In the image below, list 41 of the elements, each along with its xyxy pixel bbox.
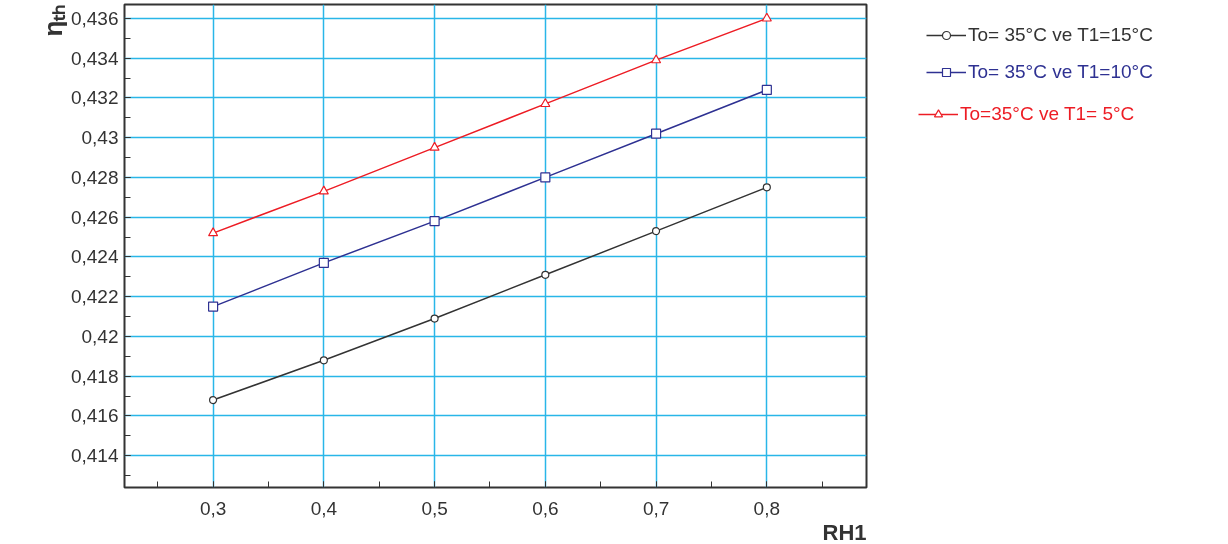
y-tick-label: 0,424 — [70, 246, 119, 268]
point — [318, 257, 329, 268]
y-tick-label: 0,416 — [70, 405, 119, 427]
y-tick-label: 0,426 — [70, 206, 119, 228]
x-tick-label: 0,3 — [199, 497, 227, 519]
point — [651, 227, 661, 236]
y-tick-label: 0,432 — [70, 87, 119, 109]
point — [540, 172, 551, 183]
x-tick-label: 0,4 — [310, 497, 338, 519]
legend-label: To= 35°C ve T1=10°C — [968, 61, 1153, 83]
y-tick-label: 0,42 — [81, 325, 119, 347]
y-tick-label: 0,434 — [70, 47, 119, 69]
point — [540, 98, 551, 108]
point — [541, 270, 550, 279]
point — [430, 314, 439, 323]
legend-label: To= 35°C ve T1=15°C — [968, 24, 1153, 46]
point — [762, 183, 771, 192]
legend-label: To=35°C ve T1= 5°C — [960, 103, 1135, 125]
point — [318, 185, 329, 195]
y-tick-label: 0,418 — [70, 365, 119, 387]
y-axis-title: ηₜₕ — [37, 4, 68, 37]
point — [650, 54, 662, 64]
point — [429, 141, 440, 151]
point — [761, 84, 772, 96]
y-tick-label: 0,414 — [70, 445, 119, 467]
y-tick-label: 0,436 — [70, 7, 119, 29]
x-tick-label: 0,8 — [753, 497, 781, 519]
point — [208, 227, 219, 237]
point — [429, 216, 440, 227]
y-tick-label: 0,428 — [70, 166, 119, 188]
point — [650, 128, 662, 139]
x-axis-title: RH1 — [822, 519, 867, 544]
point — [209, 395, 218, 405]
x-tick-label: 0,6 — [532, 497, 559, 519]
x-tick-label: 0,7 — [642, 497, 670, 519]
point — [761, 12, 772, 22]
x-tick-label: 0,5 — [421, 497, 448, 519]
point — [208, 301, 219, 312]
y-tick-label: 0,422 — [70, 286, 119, 308]
point — [319, 356, 328, 365]
y-tick-label: 0,43 — [81, 127, 119, 149]
